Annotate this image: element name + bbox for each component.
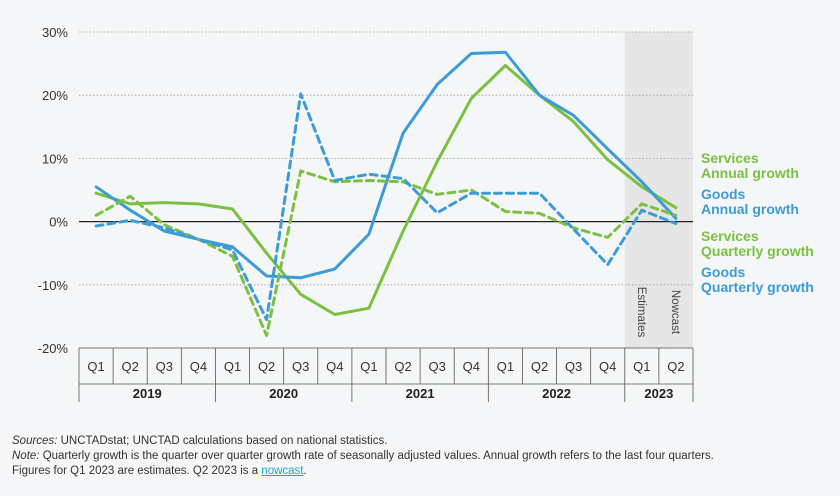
legend-label-line1: Services bbox=[701, 150, 759, 166]
quarter-tick-label: Q2 bbox=[121, 359, 138, 374]
quarter-tick-label: Q1 bbox=[633, 359, 650, 374]
y-tick-label: 10% bbox=[42, 151, 68, 166]
legend-label-line1: Goods bbox=[701, 264, 746, 280]
chart: 30% 20% 10% 0% -10% -20% Estimates Nowcast Q1 Q2 Q… bbox=[38, 25, 814, 402]
shaded-label: Estimates bbox=[635, 287, 647, 338]
series-line-goods-quarterly-growth bbox=[94, 92, 678, 322]
y-tick-label: 0% bbox=[49, 215, 68, 230]
y-tick-label: -20% bbox=[38, 341, 69, 356]
year-tick-label: 2021 bbox=[406, 386, 435, 401]
quarter-tick-label: Q1 bbox=[87, 359, 104, 374]
quarter-tick-label: Q4 bbox=[599, 359, 616, 374]
figures-line: Figures for Q1 2023 are estimates. Q2 20… bbox=[12, 464, 832, 479]
nowcast-link[interactable]: nowcast bbox=[261, 465, 304, 477]
year-tick-label: 2023 bbox=[644, 386, 673, 401]
year-tick-label: 2020 bbox=[269, 386, 298, 401]
quarter-tick-label: Q2 bbox=[531, 359, 548, 374]
series-line-services-quarterly-growth bbox=[94, 169, 678, 337]
legend-label-line2: Annual growth bbox=[701, 201, 799, 217]
shaded-label: Nowcast bbox=[669, 290, 681, 335]
note-line: Note: Quarterly growth is the quarter ov… bbox=[12, 449, 832, 464]
note-label: Note: bbox=[12, 450, 40, 462]
legend-label-line2: Quarterly growth bbox=[701, 279, 814, 295]
quarter-tick-label: Q2 bbox=[258, 359, 275, 374]
quarter-tick-label: Q2 bbox=[667, 359, 684, 374]
legend-label-line1: Goods bbox=[701, 186, 746, 202]
quarter-tick-label: Q4 bbox=[190, 359, 207, 374]
y-tick-label: -10% bbox=[38, 278, 69, 293]
estimates-shaded-region bbox=[624, 32, 693, 348]
period: . bbox=[303, 465, 307, 477]
year-tick-label: 2022 bbox=[542, 386, 571, 401]
line-chart-svg: 30% 20% 10% 0% -10% -20% Estimates Nowcast Q1 Q2 Q… bbox=[38, 25, 814, 402]
legend-label-line1: Services bbox=[701, 228, 759, 244]
sources-line: Sources: UNCTADstat; UNCTAD calculations… bbox=[12, 434, 832, 449]
year-tick-label: 2019 bbox=[133, 386, 162, 401]
y-tick-label: 30% bbox=[42, 25, 68, 40]
quarter-tick-label: Q1 bbox=[224, 359, 241, 374]
quarter-tick-label: Q1 bbox=[497, 359, 514, 374]
quarter-tick-label: Q4 bbox=[463, 359, 480, 374]
chart-notes: Sources: UNCTADstat; UNCTAD calculations… bbox=[12, 434, 832, 479]
quarter-tick-label: Q4 bbox=[326, 359, 343, 374]
quarter-tick-label: Q3 bbox=[292, 359, 309, 374]
quarter-tick-label: Q2 bbox=[394, 359, 411, 374]
quarter-tick-label: Q3 bbox=[156, 359, 173, 374]
figures-text: Figures for Q1 2023 are estimates. Q2 20… bbox=[12, 465, 262, 477]
legend-label-line2: Quarterly growth bbox=[701, 243, 814, 259]
sources-text: UNCTADstat; UNCTAD calculations based on… bbox=[57, 435, 388, 447]
quarter-tick-label: Q3 bbox=[565, 359, 582, 374]
quarter-tick-label: Q1 bbox=[360, 359, 377, 374]
note-text: Quarterly growth is the quarter over qua… bbox=[39, 450, 714, 462]
sources-label: Sources: bbox=[12, 435, 58, 447]
series-line-services-annual-growth bbox=[94, 64, 678, 316]
legend-label-line2: Annual growth bbox=[701, 165, 799, 181]
y-tick-label: 20% bbox=[42, 88, 68, 103]
quarter-tick-label: Q3 bbox=[428, 359, 445, 374]
